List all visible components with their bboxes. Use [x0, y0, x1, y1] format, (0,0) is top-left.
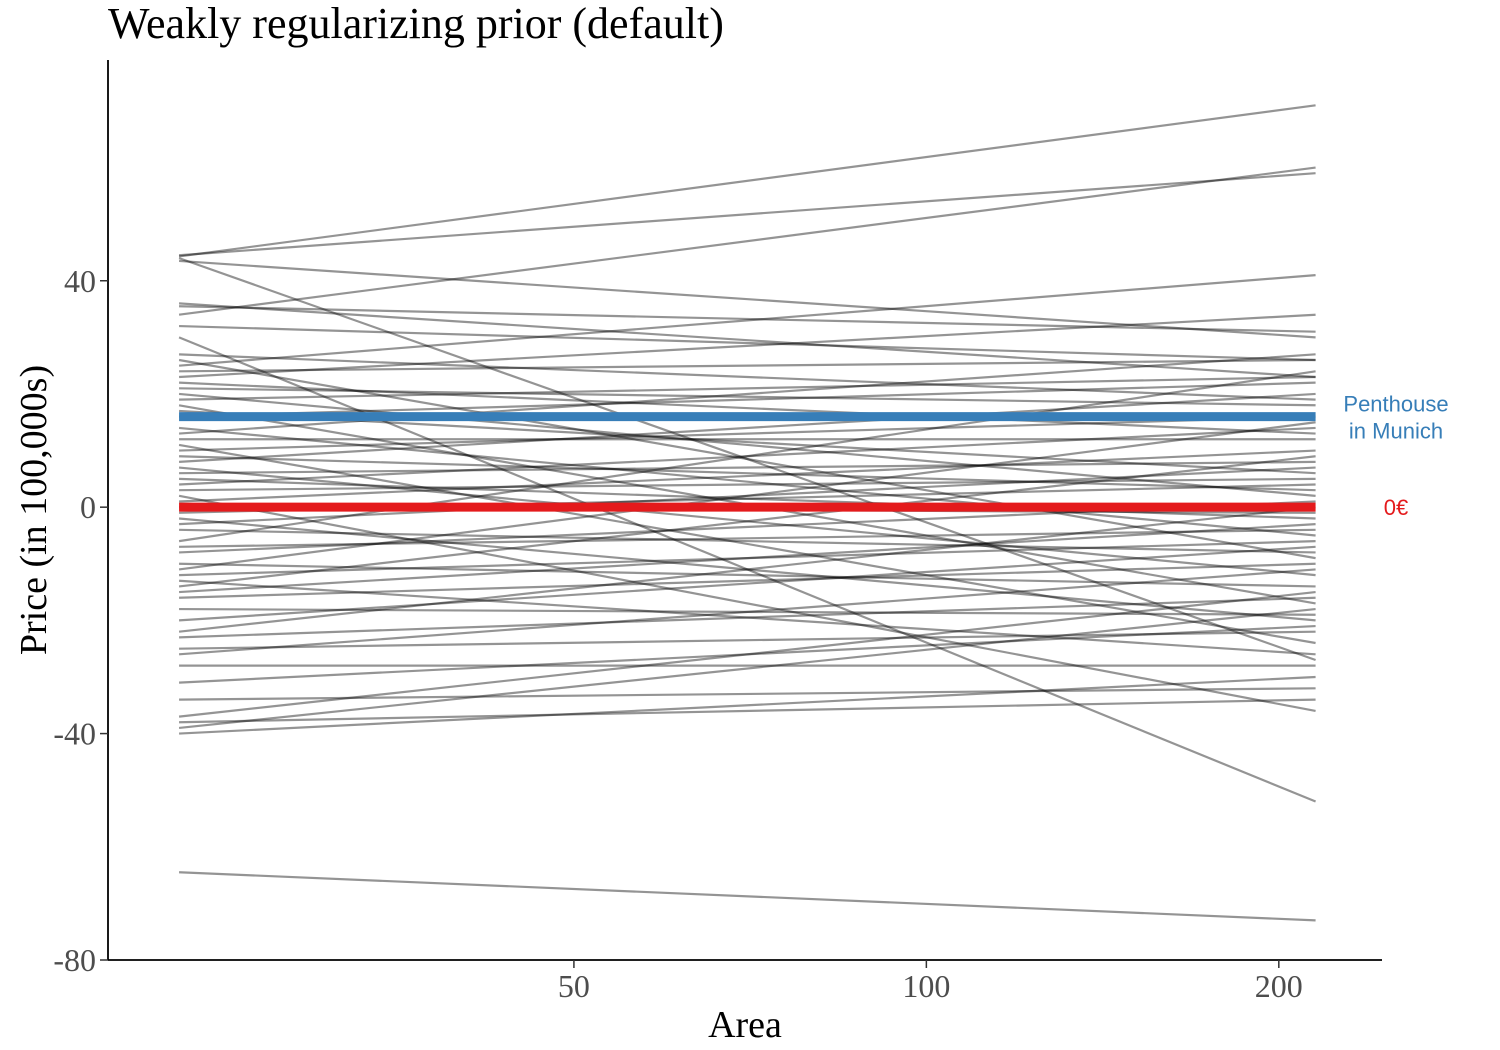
prior-draw-line-30: [179, 426, 1316, 486]
prior-draw-line-53: [179, 630, 1316, 650]
prior-draw-line-4: [178, 302, 1316, 379]
prior-draw-line-38: [179, 528, 1316, 554]
prior-draw-line-26: [178, 392, 1316, 463]
prior-draw-line-3: [178, 257, 1316, 662]
y-tick-label: -80: [53, 942, 96, 978]
prior-draw-line-28: [179, 460, 1316, 475]
prior-draw-line-31: [179, 477, 1316, 492]
prior-draw-line-8: [179, 353, 1316, 401]
prior-draw-line-54: [178, 568, 1316, 656]
prior-draw-line-32: [178, 494, 1316, 713]
prior-draw-line-50: [178, 545, 1316, 622]
prior-draw-line-23: [178, 443, 1316, 645]
prior-draw-line-57: [179, 687, 1316, 701]
prior-draw-line-14: [179, 387, 1316, 407]
prior-draw-line-2: [178, 259, 1316, 339]
prior-draw-line-29: [179, 477, 1316, 520]
prior-draw-line-0: [178, 104, 1316, 258]
x-tick-label: 100: [902, 968, 950, 1004]
prior-draw-line-10: [178, 273, 1316, 367]
prior-draw-line-51: [178, 506, 1316, 633]
axes: -80 -40 0 40 50 100 200: [53, 60, 1382, 1004]
reference-lines: Penthouse in Munich 0€: [179, 392, 1449, 520]
prior-draw-line-39: [178, 370, 1316, 543]
prior-draw-line-37: [179, 466, 1316, 526]
prior-draw-line-42: [179, 562, 1316, 588]
prior-draw-line-36: [178, 517, 1316, 622]
prior-draw-line-60: [178, 607, 1316, 730]
prior-draw-line-15: [178, 392, 1316, 497]
prior-draw-line-49: [179, 607, 1316, 616]
prior-draw-line-45: [178, 579, 1316, 656]
prior-draw-line-27: [178, 466, 1316, 577]
prior-draw-line-12: [179, 313, 1316, 379]
x-tick-label: 200: [1255, 968, 1303, 1004]
prior-draw-line-6: [178, 166, 1316, 316]
y-tick-label: 40: [64, 263, 96, 299]
prior-draw-lines: [178, 104, 1316, 922]
x-tick-label: 50: [558, 968, 590, 1004]
prior-draw-line-43: [178, 421, 1316, 571]
prior-draw-line-11: [179, 358, 1316, 373]
prior-draw-line-7: [179, 324, 1316, 362]
prior-draw-line-24: [179, 415, 1316, 452]
prior-draw-line-19: [179, 381, 1316, 418]
prior-draw-line-33: [179, 449, 1316, 503]
prior-draw-line-61: [179, 675, 1316, 735]
prior-draw-line-40: [179, 528, 1316, 548]
prior-draw-line-44: [179, 540, 1316, 577]
prior-draw-line-48: [179, 562, 1316, 599]
y-axis-title: Price (in 100,000s): [13, 365, 55, 655]
x-axis-title: Area: [708, 1004, 782, 1046]
prior-draw-line-59: [179, 698, 1316, 724]
prior-draw-line-25: [179, 455, 1316, 492]
prior-draw-line-46: [178, 455, 1316, 588]
prior-draw-line-16: [179, 375, 1316, 401]
zero-reference-label: 0€: [1384, 495, 1408, 520]
prior-draw-line-63: [179, 871, 1316, 922]
prior-draw-line-9: [178, 358, 1316, 560]
prior-draw-line-47: [178, 523, 1316, 594]
prior-draw-line-1: [178, 172, 1316, 257]
penthouse-reference-label: Penthouse in Munich: [1343, 392, 1448, 444]
prior-draw-line-13: [179, 381, 1316, 435]
y-tick-label: -40: [53, 716, 96, 752]
prior-draw-line-20: [178, 426, 1316, 537]
prior-draw-line-52: [179, 596, 1316, 639]
y-tick-label: 0: [80, 489, 96, 525]
prior-draw-line-5: [179, 305, 1316, 333]
prior-draw-line-56: [179, 624, 1316, 684]
chart-title: Weakly regularizing prior (default): [108, 0, 724, 48]
prior-draw-line-58: [178, 590, 1316, 718]
prior-draw-line-18: [179, 409, 1316, 475]
